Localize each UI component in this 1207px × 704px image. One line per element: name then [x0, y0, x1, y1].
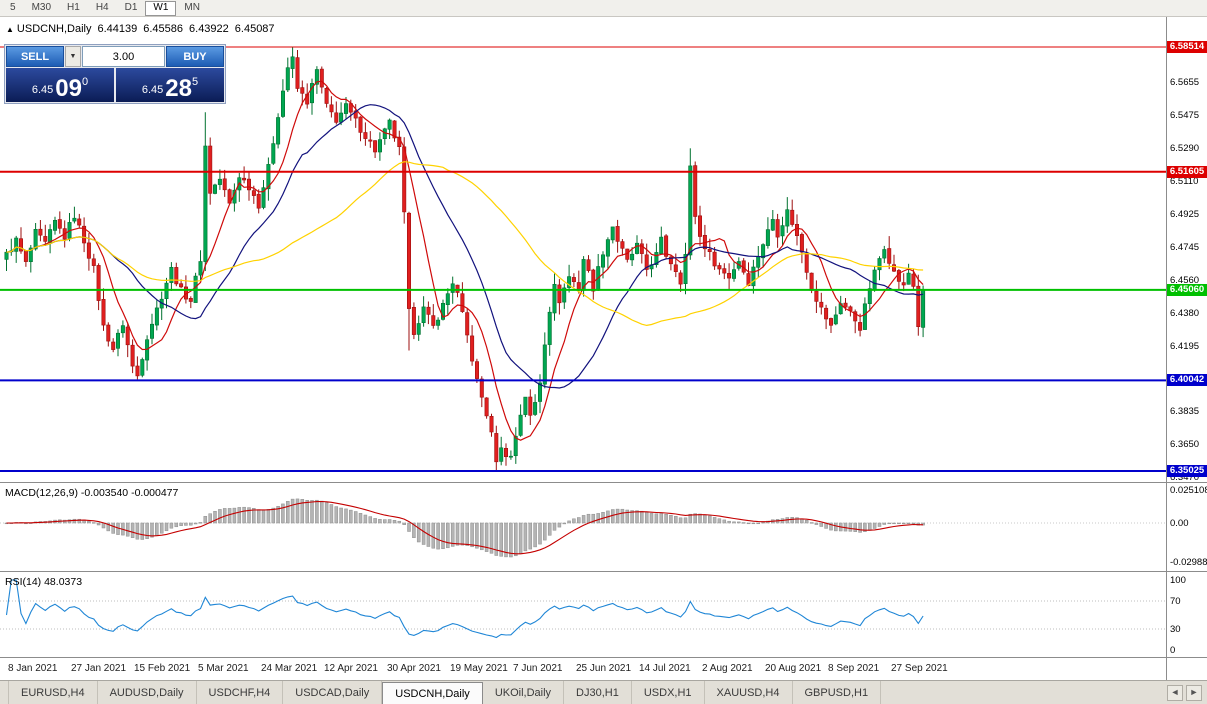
price-pane[interactable]: ▲ USDCNH,Daily 6.44139 6.45586 6.43922 6.4508… [0, 17, 1207, 483]
date-label: 24 Mar 2021 [261, 663, 318, 674]
buy-price-point: 5 [192, 76, 199, 88]
volume-dropdown-button[interactable]: ▼ [65, 46, 81, 67]
date-label: 7 Jun 2021 [513, 663, 563, 674]
macd-scale-tick: 0.00 [1170, 518, 1189, 529]
subwindow-collapse-icon[interactable]: ▲ [6, 25, 14, 34]
date-label: 30 Apr 2021 [387, 663, 441, 674]
date-label: 27 Sep 2021 [891, 663, 948, 674]
timeframe-w1[interactable]: W1 [145, 0, 177, 16]
timeframe-toolbar: 5 M30 H1 H4 D1 W1 MN [0, 0, 1207, 17]
price-scale-tick: 6.4925 [1170, 209, 1200, 221]
ohlc-open: 6.44139 [97, 23, 138, 35]
macd-pane[interactable]: MACD(12,26,9) -0.003540 -0.000477 [0, 484, 1207, 572]
tabs-scroll-right-button[interactable]: ► [1186, 684, 1202, 701]
price-level-tag: 6.35025 [1167, 464, 1207, 477]
timeframe-m5[interactable]: 5 [2, 1, 24, 16]
tab-scroll-controls: ◄ ► [1167, 681, 1207, 704]
date-label: 20 Aug 2021 [765, 663, 822, 674]
price-chart-canvas[interactable] [0, 17, 1166, 483]
rsi-scale-tick: 70 [1170, 596, 1181, 607]
tab-usdcad-daily[interactable]: USDCAD,Daily [283, 681, 383, 704]
price-scale-tick: 6.3835 [1170, 405, 1200, 417]
buy-price-prefix: 6.45 [141, 84, 164, 96]
date-label: 8 Sep 2021 [828, 663, 880, 674]
date-label: 27 Jan 2021 [71, 663, 127, 674]
tab-gbpusd-h1[interactable]: GBPUSD,H1 [793, 681, 882, 704]
chart-header: ▲ USDCNH,Daily 6.44139 6.45586 6.43922 6.4508… [6, 23, 275, 35]
macd-chart-canvas[interactable] [0, 484, 1166, 572]
date-label: 12 Apr 2021 [324, 663, 378, 674]
ohlc-high: 6.45586 [143, 23, 184, 35]
ohlc-close: 6.45087 [234, 23, 275, 35]
date-label: 14 Jul 2021 [639, 663, 691, 674]
macd-label: MACD(12,26,9) -0.003540 -0.000477 [5, 487, 179, 499]
ohlc-low: 6.43922 [189, 23, 229, 35]
sell-price-point: 0 [82, 76, 89, 88]
macd-scale-tick: -0.02988 [1170, 557, 1207, 569]
tab-dj30-h1[interactable]: DJ30,H1 [564, 681, 632, 704]
time-axis[interactable]: 8 Jan 2021 27 Jan 2021 15 Feb 2021 5 Mar 20… [0, 659, 1166, 680]
timeframe-d1[interactable]: D1 [117, 1, 146, 16]
rsi-scale-tick: 100 [1170, 575, 1186, 586]
buy-button[interactable]: BUY [166, 46, 224, 67]
tab-ukoil-daily[interactable]: UKOil,Daily [483, 681, 565, 704]
price-scale-tick: 6.3650 [1170, 439, 1200, 451]
trade-controls-row: SELL ▼ BUY [6, 46, 224, 67]
price-scale-tick: 6.3470 [1170, 471, 1200, 483]
price-scale-tick: 6.4195 [1170, 340, 1200, 352]
tab-usdcnh-daily[interactable]: USDCNH,Daily [382, 682, 483, 704]
price-scale-tick: 6.5290 [1170, 143, 1200, 155]
chart-symbol-label: USDCNH,Daily [16, 23, 92, 35]
tab-usdx-h1[interactable]: USDX,H1 [632, 681, 705, 704]
tab-usdchf-h4[interactable]: USDCHF,H4 [197, 681, 284, 704]
rsi-scale-tick: 30 [1170, 624, 1181, 635]
price-scale-tick: 6.5475 [1170, 109, 1200, 121]
price-scale-tick: 6.5110 [1170, 175, 1199, 187]
buy-price-display[interactable]: 6.45 28 5 [116, 68, 224, 102]
rsi-scale[interactable]: 100 70 30 0 [1167, 573, 1207, 658]
scale-separator [1166, 17, 1167, 680]
one-click-trading-panel: SELL ▼ BUY 6.45 09 0 6.45 28 5 [4, 44, 226, 104]
price-level-tag: 6.40042 [1167, 374, 1207, 387]
rsi-pane[interactable]: RSI(14) 48.0373 [0, 573, 1207, 658]
buy-price-digits: 28 [165, 75, 192, 102]
macd-scale[interactable]: 0.025108 0.00 -0.02988 [1167, 484, 1207, 572]
date-label: 2 Aug 2021 [702, 663, 753, 674]
rsi-scale-tick: 0 [1170, 645, 1176, 656]
price-scale-tick: 6.4380 [1170, 307, 1200, 319]
tab-audusd-daily[interactable]: AUDUSD,Daily [98, 681, 197, 704]
tab-eurusd-h4[interactable]: EURUSD,H4 [8, 681, 98, 704]
volume-input[interactable] [82, 46, 165, 67]
price-level-tag: 6.51605 [1167, 165, 1207, 178]
rsi-label: RSI(14) 48.0373 [5, 576, 83, 588]
chart-tab-bar: EURUSD,H4 AUDUSD,Daily USDCHF,H4 USDCAD,… [0, 680, 1207, 704]
tab-xauusd-h4[interactable]: XAUUSD,H4 [705, 681, 793, 704]
price-level-tag: 6.45060 [1167, 283, 1207, 296]
sell-button[interactable]: SELL [6, 46, 64, 67]
date-label: 5 Mar 2021 [198, 663, 249, 674]
sell-price-display[interactable]: 6.45 09 0 [6, 68, 114, 102]
date-label: 8 Jan 2021 [8, 663, 58, 674]
price-level-tag: 6.58514 [1167, 41, 1207, 53]
timeframe-h4[interactable]: H4 [88, 1, 117, 16]
tabs-scroll-left-button[interactable]: ◄ [1167, 684, 1183, 701]
timeframe-m30[interactable]: M30 [24, 1, 59, 16]
chevron-down-icon: ▼ [69, 53, 77, 60]
price-scale-tick: 6.4745 [1170, 241, 1200, 253]
chart-window: ▲ USDCNH,Daily 6.44139 6.45586 6.43922 6.4508… [0, 17, 1207, 680]
timeframe-mn[interactable]: MN [176, 1, 208, 16]
price-scale[interactable]: 6.5655 6.5475 6.5290 6.5110 6.4925 6.4745 6.45… [1167, 17, 1207, 483]
rsi-chart-canvas[interactable] [0, 573, 1166, 658]
date-label: 15 Feb 2021 [134, 663, 191, 674]
sell-price-digits: 09 [55, 75, 82, 102]
price-scale-tick: 6.4560 [1170, 275, 1200, 287]
price-scale-tick: 6.5655 [1170, 77, 1200, 89]
trade-prices-row: 6.45 09 0 6.45 28 5 [6, 68, 224, 102]
sell-price-prefix: 6.45 [31, 84, 54, 96]
date-label: 19 May 2021 [450, 663, 508, 674]
date-label: 25 Jun 2021 [576, 663, 632, 674]
timeframe-h1[interactable]: H1 [59, 1, 88, 16]
macd-scale-tick: 0.025108 [1170, 485, 1207, 497]
